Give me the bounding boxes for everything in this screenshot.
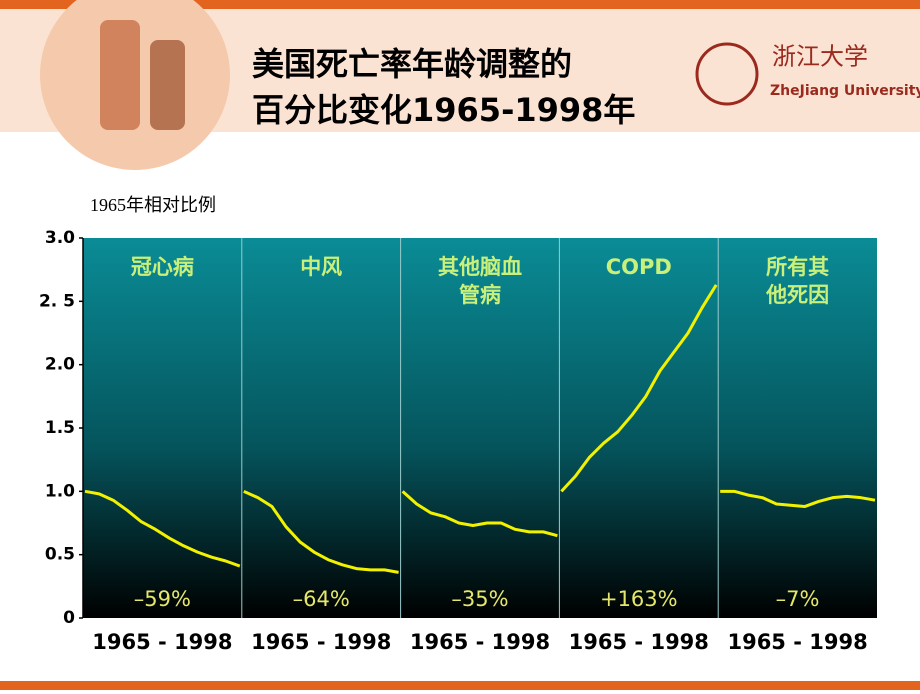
x-label: 1965 - 1998 [569,630,709,654]
decor-flask [100,20,140,130]
panel-title: 中风 [300,255,342,279]
y-tick-label: 1.5 [45,418,75,438]
decor-flask [150,40,185,130]
panel-annotation: –59% [134,587,191,611]
data-line [84,489,241,568]
panel-title: COPD [606,255,672,279]
bottom-stripe [0,681,920,690]
logo-text: ZheJiang University [770,83,920,99]
title-line: 美国死亡率年龄调整的 [252,45,572,83]
panel-annotation: –64% [293,587,350,611]
panel-title: 其他脑血 [438,255,522,279]
y-tick-label: 2.0 [45,355,75,375]
y-tick-label: 3.0 [45,228,75,248]
plot-area [83,238,877,618]
data-line [720,489,876,509]
logo-calligraphy: 浙江大学 [772,43,868,71]
top-stripe [0,0,920,9]
x-label: 1965 - 1998 [410,630,550,654]
x-label: 1965 - 1998 [251,630,391,654]
panel-annotation: –35% [451,587,508,611]
data-line [243,489,399,574]
title-line: 百分比变化1965-1998年 [252,91,635,129]
y-tick-label: 1.0 [45,481,75,501]
y-tick-label: 2. 5 [39,291,75,311]
y-tick-label: 0 [63,608,75,628]
y-axis-label: 1965年相对比例 [90,195,216,215]
panel-annotation: –7% [776,587,820,611]
data-line [401,490,558,538]
panel-title: 所有其 [766,255,829,279]
x-label: 1965 - 1998 [92,630,232,654]
panel-title: 他死因 [765,283,829,307]
panel-title: 冠心病 [131,255,194,279]
x-label: 1965 - 1998 [727,630,867,654]
logo-emblem [695,42,759,106]
panel-annotation: +163% [600,587,678,611]
data-line [560,284,718,493]
y-tick-label: 0.5 [45,545,75,565]
panel-title: 管病 [459,283,501,307]
